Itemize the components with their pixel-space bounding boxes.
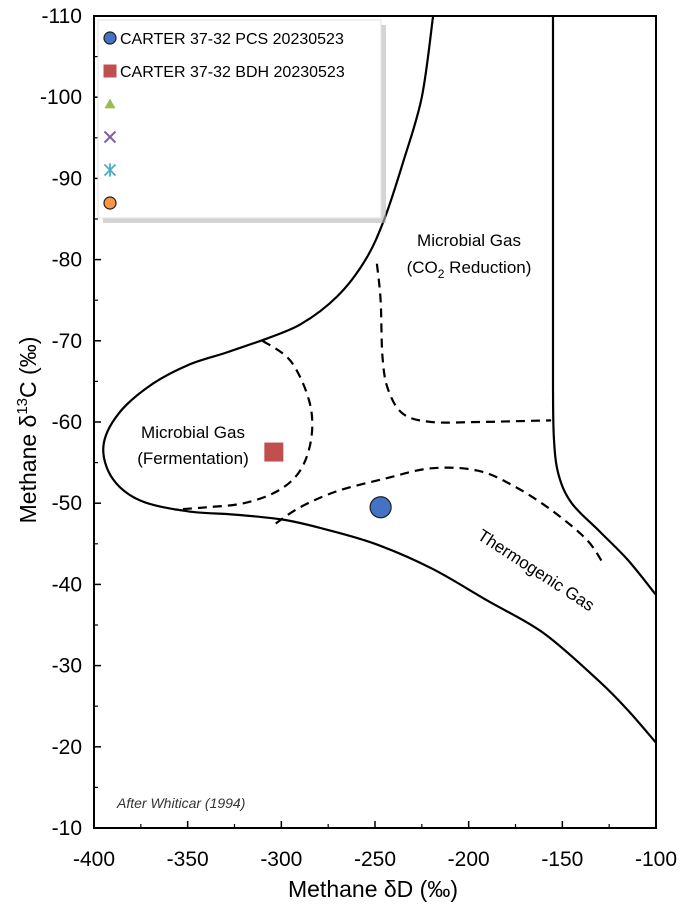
legend-marker-4	[103, 130, 117, 144]
y-tick-label: -10	[52, 817, 82, 840]
legend-marker-6	[103, 196, 117, 210]
boundary-solid-upper	[260, 15, 435, 342]
y-tick-label: -90	[52, 167, 82, 190]
legend-marker-1	[103, 31, 117, 45]
boundary-curves	[102, 15, 657, 744]
y-tick-label: -20	[52, 736, 82, 759]
y-tick-label: -30	[52, 655, 82, 678]
label-co2-line1: Microbial Gas	[417, 231, 521, 250]
x-tick-label: -400	[73, 848, 115, 871]
legend-marker-4-stroke	[103, 130, 117, 144]
y-tick-label: -80	[52, 249, 82, 272]
boundary-dash-thermo	[275, 466, 605, 565]
y-tick-label: -70	[52, 330, 82, 353]
legend-marker-3	[104, 98, 116, 109]
data-markers	[264, 442, 392, 519]
y-tick-label: -110	[42, 5, 82, 28]
y-tick-label: -40	[52, 573, 82, 596]
attribution-note: After Whiticar (1994)	[116, 795, 245, 811]
y-tick-label: -100	[40, 86, 82, 109]
x-tick-label: -350	[167, 848, 209, 871]
boundary-solid-left	[102, 339, 657, 744]
label-ferm-line2: (Fermentation)	[137, 449, 248, 468]
legend: CARTER 37-32 PCS 20230523 CARTER 37-32 BD…	[97, 19, 386, 223]
data-point-series-1	[369, 496, 392, 519]
label-co2-line2: (CO2 Reduction)	[407, 258, 532, 281]
data-point-series-2	[264, 442, 284, 462]
y-axis-title: Methane δ13C (‰)	[14, 337, 41, 524]
legend-box	[97, 19, 382, 219]
x-tick-label: -100	[635, 848, 677, 871]
legend-marker-5	[103, 163, 117, 177]
legend-label-1: CARTER 37-32 PCS 20230523	[120, 31, 344, 48]
x-tick-label: -200	[448, 848, 490, 871]
x-axis-title: Methane δD (‰)	[288, 876, 458, 902]
y-axis-ticks: -10 -20 -30 -40 -50 -60 -70 -80 -90 -100 -110	[40, 5, 101, 840]
x-axis-ticks: -400 -350 -300 -250 -200 -150 -100	[73, 821, 677, 871]
x-tick-label: -250	[354, 848, 396, 871]
x-tick-label: -300	[260, 848, 302, 871]
y-tick-label: -50	[52, 492, 82, 515]
boundary-dash-co2	[375, 263, 552, 424]
label-ferm-line1: Microbial Gas	[141, 423, 245, 442]
legend-label-2: CARTER 37-32 BDH 20230523	[120, 64, 345, 81]
legend-marker-2	[103, 64, 117, 78]
boundary-solid-right	[551, 16, 657, 596]
y-tick-label: -60	[52, 411, 82, 434]
x-tick-label: -150	[541, 848, 583, 871]
boundary-dash-fermentation	[174, 339, 314, 511]
